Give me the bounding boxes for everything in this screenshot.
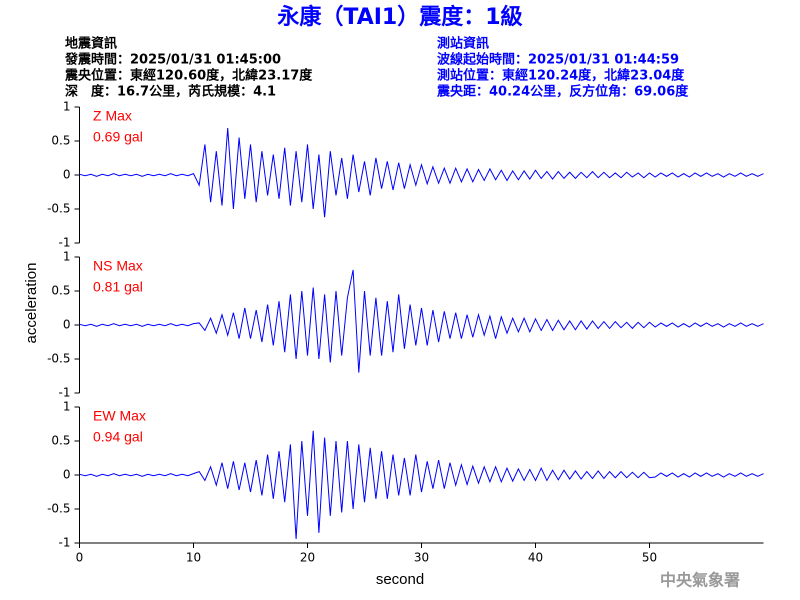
y-tick-label: -1 bbox=[59, 536, 71, 550]
chart-title: 永康（TAI1）震度：1級 bbox=[277, 4, 522, 30]
waveform bbox=[79, 269, 764, 373]
y-tick-label: -1 bbox=[59, 236, 71, 250]
x-tick-label: 30 bbox=[414, 551, 429, 565]
x-tick-label: 40 bbox=[528, 551, 543, 565]
y-tick-label: -0.5 bbox=[47, 202, 70, 216]
y-tick-label: 0 bbox=[63, 168, 71, 182]
y-tick-label: 1 bbox=[63, 400, 71, 414]
event-info: 地震資訊 bbox=[65, 36, 117, 52]
x-tick-label: 20 bbox=[300, 551, 315, 565]
max-annotation: 0.81 gal bbox=[93, 279, 143, 295]
y-tick-label: 0.5 bbox=[51, 134, 70, 148]
x-tick-label: 10 bbox=[186, 551, 201, 565]
station-info: 測站位置：東經120.24度，北緯23.04度 bbox=[437, 68, 685, 84]
y-tick-label: 0.5 bbox=[51, 284, 70, 298]
event-info: 深 度：16.7公里，芮氏規模：4.1 bbox=[65, 84, 276, 100]
y-tick-label: 0.5 bbox=[51, 434, 70, 448]
waveform bbox=[79, 430, 764, 539]
max-annotation: 0.69 gal bbox=[93, 129, 143, 145]
y-tick-label: 1 bbox=[63, 100, 71, 114]
event-info: 發震時間：2025/01/31 01:45:00 bbox=[64, 52, 281, 68]
x-tick-label: 50 bbox=[642, 551, 657, 565]
y-tick-label: -0.5 bbox=[47, 352, 70, 366]
event-info: 震央位置：東經120.60度，北緯23.17度 bbox=[64, 68, 313, 84]
max-annotation: 0.94 gal bbox=[93, 429, 143, 445]
waveform bbox=[79, 128, 764, 218]
y-tick-label: -0.5 bbox=[47, 502, 70, 516]
max-annotation: NS Max bbox=[93, 258, 143, 274]
y-tick-label: 0 bbox=[63, 318, 71, 332]
footer-credit: 中央氣象署 bbox=[660, 571, 740, 590]
y-axis-label: acceleration bbox=[23, 263, 40, 344]
max-annotation: Z Max bbox=[93, 108, 132, 124]
station-info: 波線起始時間：2025/01/31 01:44:59 bbox=[437, 52, 679, 68]
x-axis-label: second bbox=[376, 571, 424, 588]
y-tick-label: 0 bbox=[63, 468, 71, 482]
max-annotation: EW Max bbox=[93, 408, 146, 424]
y-tick-label: -1 bbox=[59, 386, 71, 400]
station-info: 震央距：40.24公里，反方位角：69.06度 bbox=[436, 84, 689, 100]
y-tick-label: 1 bbox=[63, 250, 71, 264]
station-info: 測站資訊 bbox=[437, 36, 489, 52]
x-tick-label: 0 bbox=[76, 551, 84, 565]
